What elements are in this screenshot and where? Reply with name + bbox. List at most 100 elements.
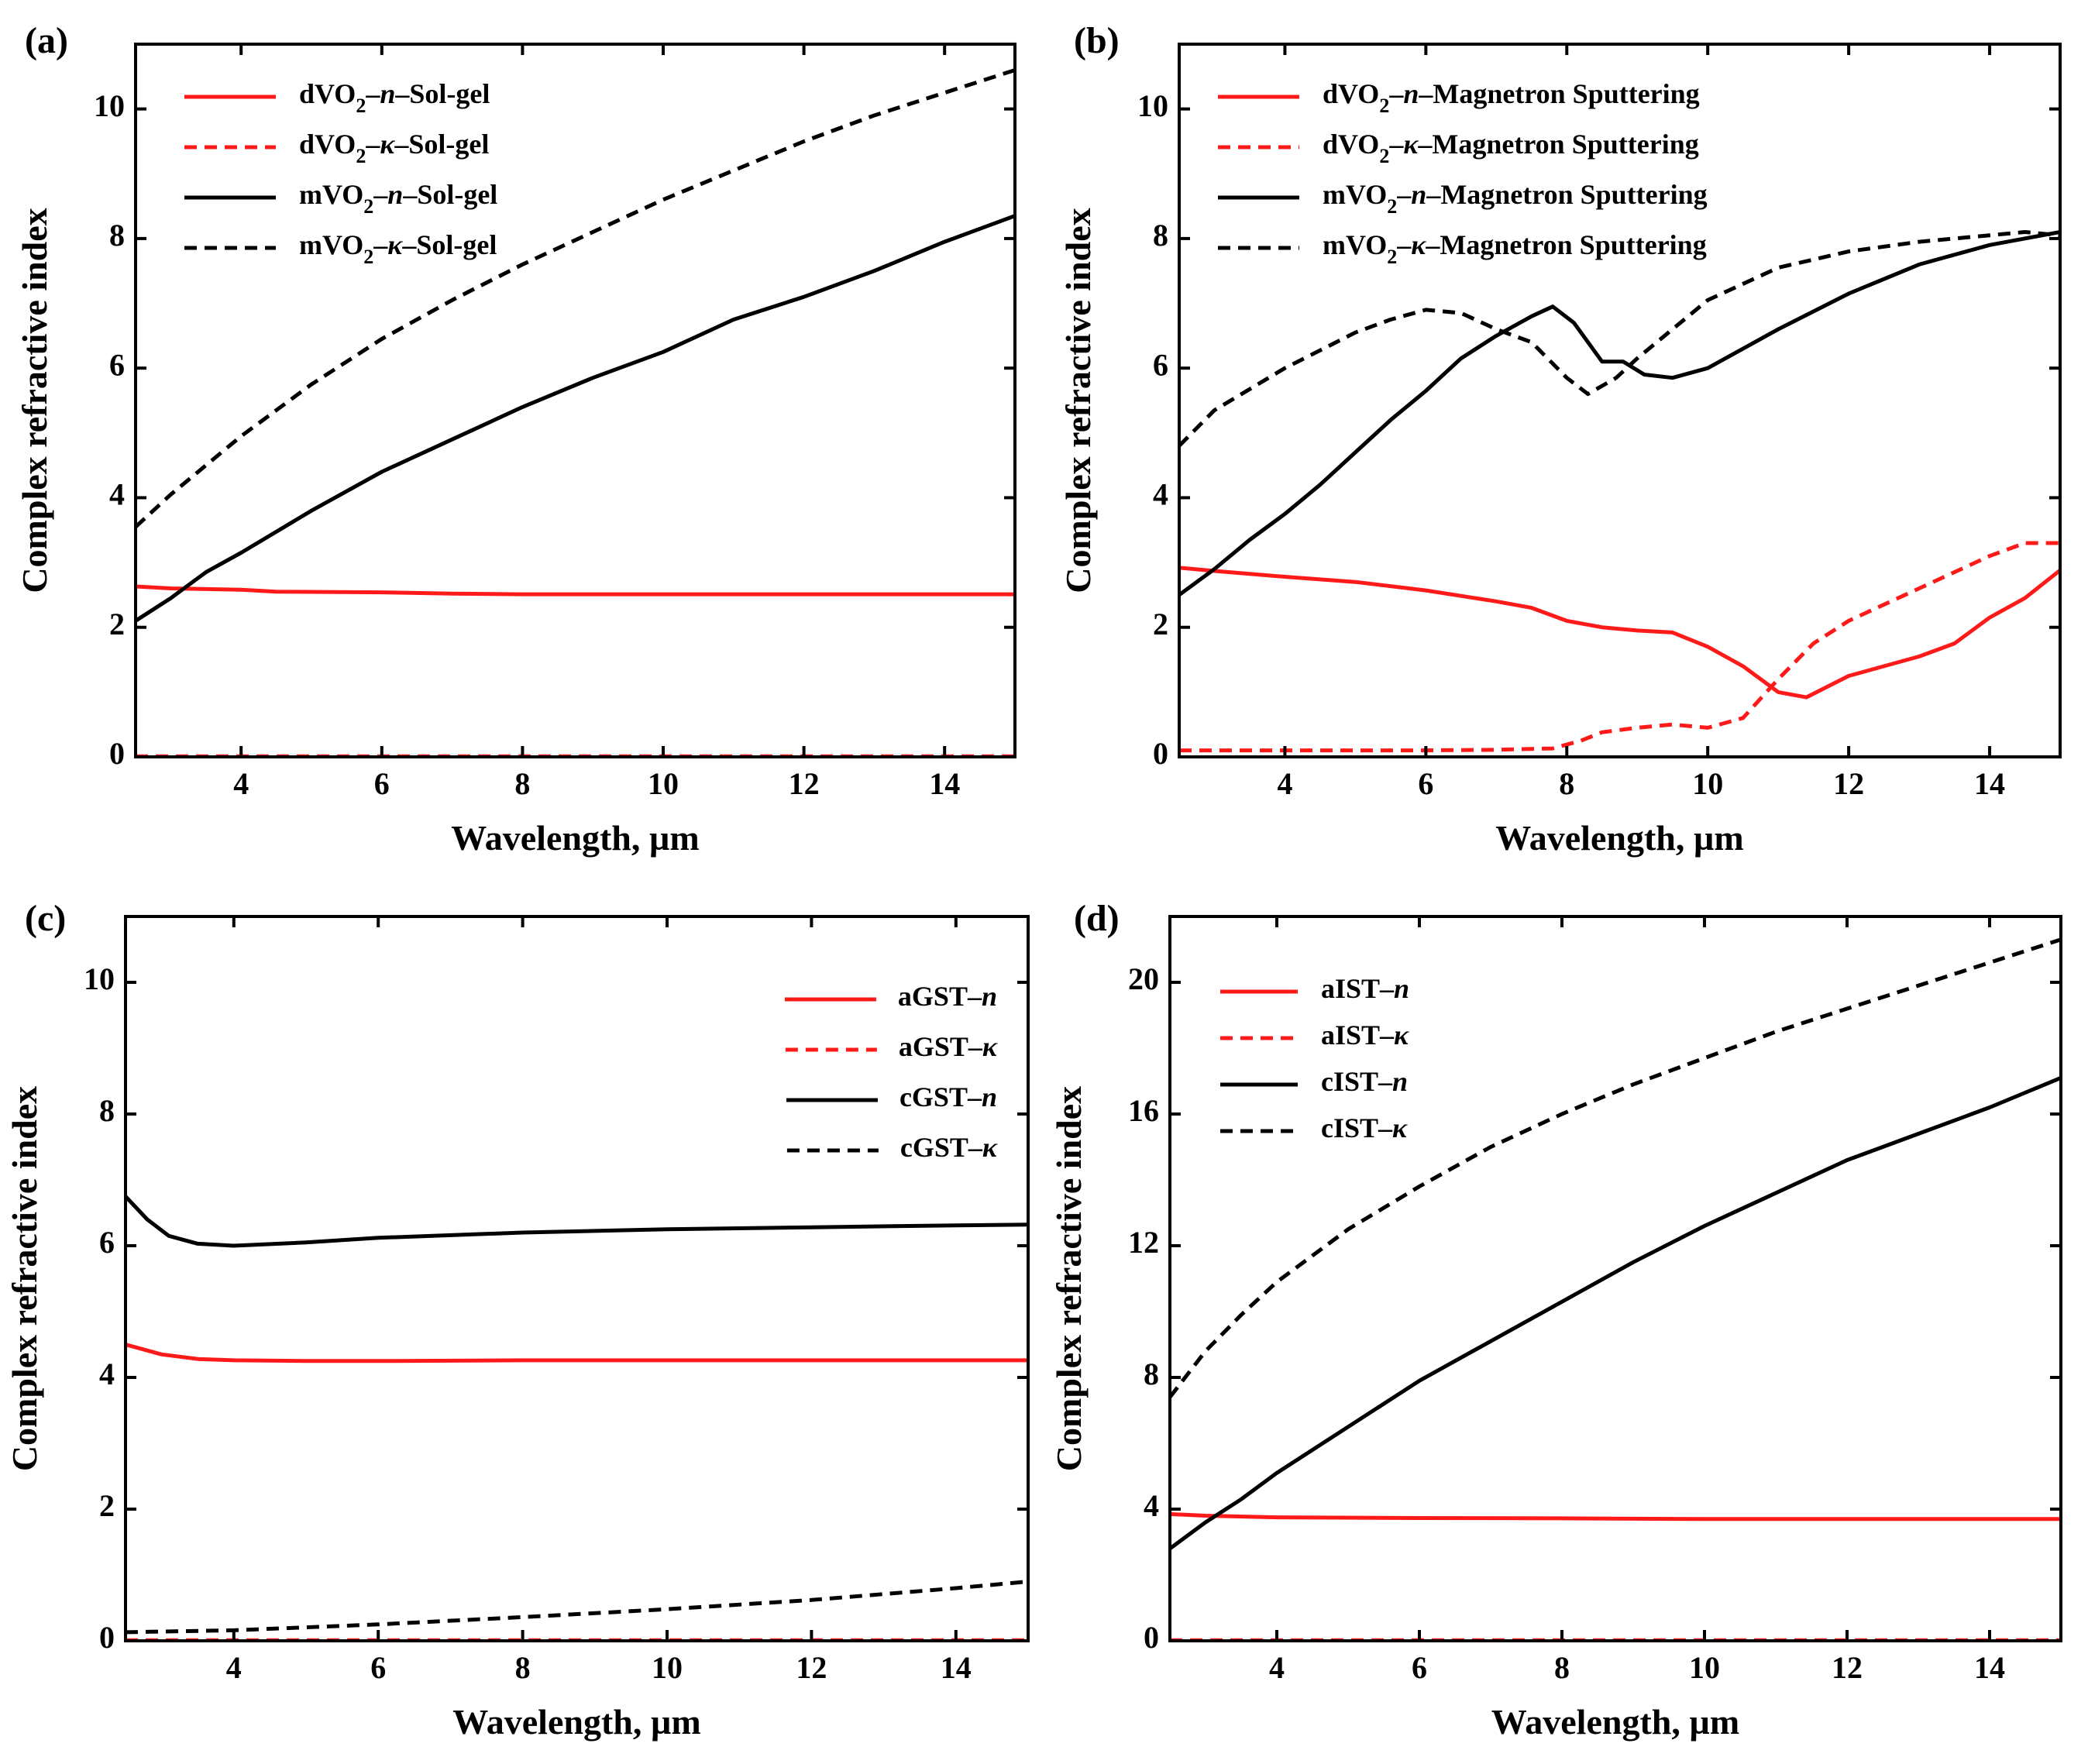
chart-panel-c: (c) 4 6 8 10 12 14 0 2 4 6 8 10 Wavelength, µm Complex…	[5, 898, 1030, 1742]
legend-label-3: cGST–n	[900, 1081, 997, 1112]
x-tick-label: 14	[1974, 766, 2005, 801]
legend-label-4: mVO2–κ–Magnetron Sputtering	[1323, 229, 1707, 268]
series-line-3	[1170, 1075, 2061, 1551]
series-line-3	[126, 1195, 1028, 1248]
legend-label-2: aIST–κ	[1321, 1020, 1409, 1050]
y-tick-label: 10	[1137, 88, 1168, 123]
panel-label: (d)	[1074, 898, 1120, 939]
legend-label-3: mVO2–n–Sol-gel	[299, 179, 497, 218]
chart-panel-d: (d) 4 6 8 10 12 14 0 4 8 12 16 20 Wavelength, µm Compl…	[1049, 898, 2062, 1742]
x-tick-label: 4	[226, 1650, 242, 1685]
legend: aGST–n aGST–κ cGST–n cGST–κ	[784, 981, 998, 1163]
x-tick-label: 8	[1559, 766, 1574, 801]
y-tick-label: 0	[1153, 736, 1168, 771]
y-tick-label: 0	[99, 1620, 115, 1655]
series-line-2	[1179, 541, 2060, 753]
y-tick-label: 0	[109, 736, 125, 771]
y-tick-label: 12	[1128, 1225, 1159, 1260]
x-tick-label: 10	[1692, 766, 1723, 801]
legend-label-1: aIST–n	[1321, 973, 1409, 1004]
x-tick-label: 6	[1418, 766, 1433, 801]
y-tick-label: 8	[99, 1093, 115, 1128]
legend-label-3: mVO2–n–Magnetron Sputtering	[1323, 179, 1708, 218]
legend-label-2: dVO2–κ–Sol-gel	[299, 129, 489, 167]
x-tick-label: 12	[1833, 766, 1864, 801]
series-line-1	[1179, 566, 2060, 700]
legend-label-1: aGST–n	[898, 981, 997, 1012]
x-tick-label: 12	[1832, 1650, 1863, 1685]
y-tick-label: 10	[84, 961, 115, 996]
plot-frame	[124, 915, 1030, 1642]
x-axis-title: Wavelength, µm	[451, 818, 699, 858]
x-tick-label: 4	[1269, 1650, 1285, 1685]
x-tick-label: 4	[233, 766, 249, 801]
y-tick-label: 10	[94, 88, 125, 123]
panel-label: (b)	[1074, 20, 1120, 61]
series-line-4	[126, 1580, 1028, 1635]
series-line-3	[136, 214, 1015, 623]
plot-frame	[134, 43, 1016, 758]
series-line-1	[1170, 1511, 2061, 1522]
panel-label: (c)	[25, 898, 66, 939]
x-tick-label: 10	[648, 766, 679, 801]
plot-frame	[1178, 43, 2062, 758]
series-line-4	[136, 68, 1015, 528]
x-tick-label: 14	[941, 1650, 972, 1685]
y-tick-label: 2	[109, 607, 125, 641]
chart-panel-a: (a) 4 6 8 10 12 14 0 2 4 6 8 10 Wavelength, µm Complex…	[15, 20, 1016, 858]
y-tick-label: 6	[99, 1225, 115, 1260]
x-tick-label: 6	[1412, 1650, 1427, 1685]
legend-label-3: cIST–n	[1321, 1066, 1408, 1097]
y-tick-label: 8	[1144, 1357, 1159, 1391]
y-tick-label: 2	[1153, 607, 1168, 641]
legend-label-4: mVO2–κ–Sol-gel	[299, 229, 497, 268]
legend: dVO2–n–Magnetron Sputtering dVO2–κ–Magnet…	[1218, 78, 1708, 268]
legend: dVO2–n–Sol-gel dVO2–κ–Sol-gel mVO2–n–Sol-g…	[184, 78, 497, 268]
x-tick-label: 8	[515, 1650, 531, 1685]
series-line-1	[136, 584, 1015, 597]
y-tick-label: 2	[99, 1488, 115, 1523]
chart-panel-b: (b) 4 6 8 10 12 14 0 2 4 6 8 10 Wavelength, µm Complex…	[1058, 20, 2062, 858]
series-line-4	[1170, 937, 2061, 1399]
y-tick-label: 8	[109, 218, 125, 253]
x-tick-label: 10	[652, 1650, 683, 1685]
y-tick-label: 16	[1128, 1093, 1159, 1128]
x-tick-label: 8	[1554, 1650, 1570, 1685]
x-tick-label: 12	[796, 1650, 827, 1685]
x-axis-title: Wavelength, µm	[1491, 1702, 1739, 1742]
series-line-1	[126, 1343, 1028, 1363]
panel-label: (a)	[25, 20, 68, 61]
x-tick-label: 8	[514, 766, 530, 801]
x-tick-label: 6	[374, 766, 390, 801]
legend: aIST–n aIST–κ cIST–n cIST–κ	[1220, 973, 1409, 1143]
x-tick-label: 4	[1277, 766, 1292, 801]
legend-label-4: cGST–κ	[900, 1132, 998, 1163]
x-tick-label: 6	[370, 1650, 386, 1685]
series-line-4	[1179, 230, 2060, 448]
legend-label-2: dVO2–κ–Magnetron Sputtering	[1323, 129, 1699, 167]
legend-label-1: dVO2–n–Magnetron Sputtering	[1323, 78, 1700, 117]
y-tick-label: 6	[109, 347, 125, 382]
x-tick-label: 10	[1689, 1650, 1720, 1685]
y-tick-label: 0	[1144, 1620, 1159, 1655]
y-axis-title: Complex refractive index	[15, 208, 54, 593]
x-tick-label: 14	[1974, 1650, 2005, 1685]
plot-frame	[1168, 915, 2062, 1642]
y-tick-label: 20	[1128, 961, 1159, 996]
y-tick-label: 4	[109, 477, 125, 512]
legend-label-2: aGST–κ	[899, 1031, 998, 1062]
y-tick-label: 6	[1153, 347, 1168, 382]
y-tick-label: 4	[99, 1357, 115, 1391]
x-axis-title: Wavelength, µm	[452, 1702, 700, 1742]
legend-label-4: cIST–κ	[1321, 1112, 1408, 1143]
series-line-3	[1179, 230, 2060, 597]
y-tick-label: 8	[1153, 218, 1168, 253]
y-axis-title: Complex refractive index	[5, 1086, 44, 1471]
y-tick-label: 4	[1153, 477, 1168, 512]
legend-label-1: dVO2–n–Sol-gel	[299, 78, 490, 117]
y-axis-title: Complex refractive index	[1049, 1086, 1089, 1471]
y-tick-label: 4	[1144, 1488, 1159, 1523]
x-tick-label: 12	[789, 766, 820, 801]
x-tick-label: 14	[929, 766, 960, 801]
